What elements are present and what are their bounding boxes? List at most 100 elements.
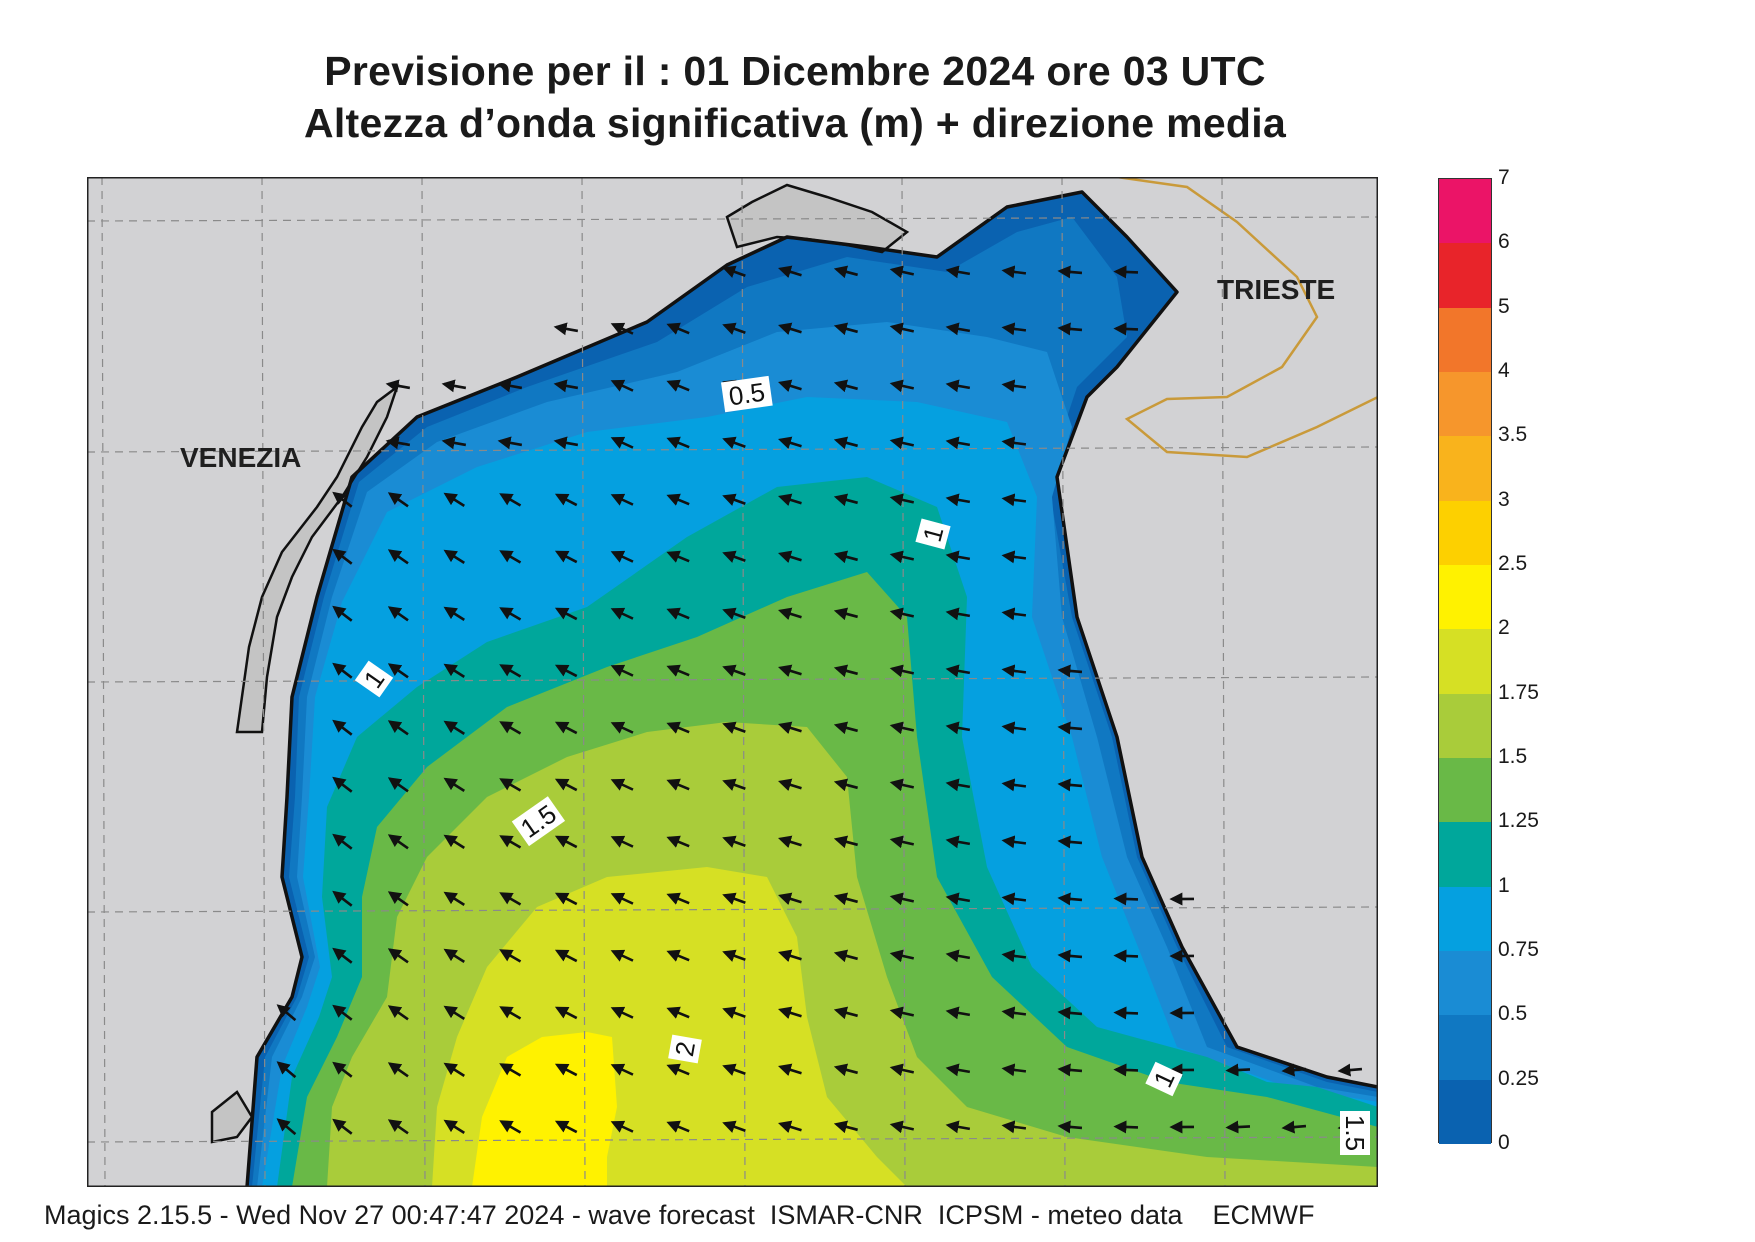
legend-tick-label: 2 (1498, 616, 1510, 640)
wave-direction-arrow (1001, 892, 1027, 906)
wave-direction-arrow (1113, 265, 1139, 279)
wave-direction-arrow (499, 1063, 522, 1077)
wave-direction-arrow (443, 1119, 465, 1134)
wave-direction-arrow (610, 1120, 634, 1133)
wave-direction-arrow (441, 436, 467, 450)
wave-direction-arrow (722, 1006, 746, 1019)
wave-direction-arrow (722, 778, 746, 791)
wave-direction-arrow (499, 778, 522, 792)
wave-direction-arrow (610, 379, 634, 392)
wave-direction-arrow (387, 720, 409, 736)
wave-direction-arrow (499, 1006, 522, 1020)
wave-direction-arrow (332, 1118, 353, 1135)
wave-direction-arrow (553, 322, 579, 336)
wave-direction-arrow (666, 1063, 690, 1076)
wave-direction-arrow (1001, 265, 1027, 279)
wave-direction-arrow (778, 607, 802, 621)
legend-bar (1438, 178, 1492, 1144)
wave-direction-arrow (1225, 1063, 1251, 1077)
wave-direction-arrow (889, 778, 915, 792)
wave-direction-arrow (889, 322, 915, 336)
wave-direction-arrow (833, 493, 858, 507)
legend-swatch (1439, 372, 1491, 437)
wave-direction-arrow (833, 664, 858, 678)
wave-direction-arrow (666, 607, 690, 620)
legend-tick-label: 2.5 (1498, 552, 1528, 575)
wave-direction-arrow (499, 493, 522, 507)
wave-direction-arrow (387, 834, 409, 850)
wave-height-map: 0.5 1 1 1.5 2 1 1.5 VENEZIA TRIESTE (87, 177, 1378, 1187)
wave-direction-arrow (554, 892, 578, 906)
wave-direction-arrow (1225, 1120, 1251, 1134)
wave-direction-arrow (889, 1063, 915, 1077)
wave-direction-arrow (441, 379, 467, 393)
wave-direction-arrow (1057, 721, 1083, 735)
legend-tick-label: 1.5 (1498, 745, 1528, 768)
wave-direction-arrow (387, 1062, 409, 1078)
wave-direction-arrow (332, 890, 353, 907)
wave-direction-arrow (1057, 664, 1083, 678)
wave-direction-arrow (722, 493, 746, 506)
legend-tick-label: 0.75 (1498, 938, 1539, 961)
wave-direction-arrow (945, 1063, 971, 1077)
title-line-2: Altezza d’onda significativa (m) + direz… (303, 100, 1287, 146)
legend-tick-label: 0.5 (1498, 1002, 1528, 1026)
wave-direction-arrow (1057, 322, 1083, 336)
wave-direction-arrow (889, 265, 915, 279)
wave-direction-arrow (833, 1120, 858, 1134)
wave-direction-arrow (778, 892, 802, 906)
wave-direction-arrow (499, 835, 522, 849)
contour-label: 1.5 (1340, 1115, 1370, 1151)
wave-direction-arrow (387, 663, 409, 679)
wave-direction-arrow (722, 322, 746, 335)
wave-direction-arrow (945, 607, 971, 621)
legend-swatch (1439, 1079, 1491, 1144)
wave-direction-arrow (1057, 1063, 1083, 1077)
wave-direction-arrow (833, 892, 858, 906)
wave-direction-arrow (610, 949, 634, 962)
wave-direction-arrow (385, 379, 411, 393)
wave-direction-arrow (554, 835, 578, 849)
wave-direction-arrow (1001, 436, 1027, 450)
wave-direction-arrow (443, 720, 465, 735)
wave-direction-arrow (1001, 1063, 1027, 1077)
wave-direction-arrow (499, 607, 522, 621)
wave-direction-arrow (722, 664, 746, 677)
wave-direction-arrow (833, 265, 858, 279)
wave-direction-arrow (666, 1120, 690, 1133)
wave-direction-arrow (722, 1120, 746, 1133)
wave-direction-arrow (833, 322, 858, 336)
wave-direction-arrow (889, 436, 915, 450)
wave-direction-arrow (385, 436, 411, 450)
wave-direction-arrow (610, 550, 634, 563)
south-lagoon (210, 1090, 254, 1144)
legend-tick-label: 0 (1498, 1131, 1510, 1154)
wave-direction-arrow (332, 776, 353, 793)
wave-direction-arrow (1113, 322, 1139, 336)
wave-direction-arrow (1113, 892, 1139, 906)
wave-direction-arrow (666, 949, 690, 962)
wave-direction-arrow (945, 379, 971, 393)
wave-direction-arrow (778, 949, 802, 963)
wave-direction-arrow (610, 892, 634, 905)
wave-direction-arrow (332, 719, 353, 736)
legend-swatch (1439, 886, 1491, 951)
wave-direction-arrow (610, 664, 634, 677)
legend-tick-label: 1 (1498, 873, 1510, 897)
wave-direction-arrow (833, 436, 858, 450)
wave-direction-arrow (889, 949, 915, 963)
wave-direction-arrow (889, 607, 915, 621)
legend-swatch (1439, 693, 1491, 758)
wave-direction-arrow (833, 1006, 858, 1020)
wave-direction-arrow (610, 436, 634, 449)
wave-direction-arrow (1001, 721, 1027, 735)
wave-direction-arrow (833, 379, 858, 393)
wave-direction-arrow (945, 1006, 971, 1020)
wave-direction-arrow (666, 892, 690, 905)
wave-direction-arrow (387, 1119, 409, 1135)
wave-direction-arrow (778, 1120, 802, 1134)
wave-direction-arrow (1001, 493, 1027, 507)
wave-direction-arrow (443, 948, 465, 963)
contour-label: 2 (669, 1039, 701, 1058)
wave-direction-arrow (387, 1005, 409, 1021)
